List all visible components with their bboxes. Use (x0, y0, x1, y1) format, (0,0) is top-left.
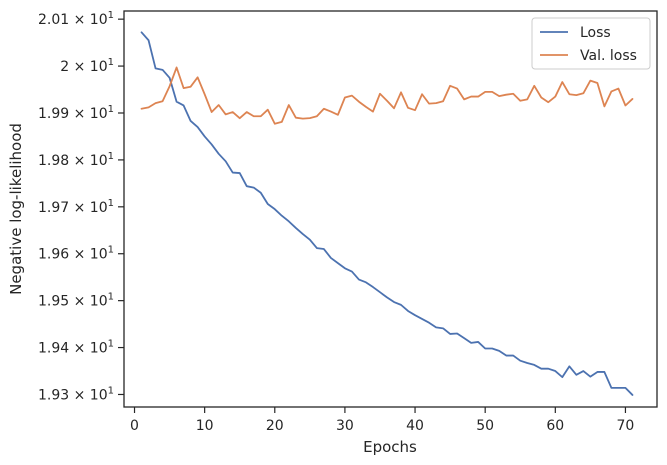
y-tick-label: 1.93 × 101 (38, 385, 114, 403)
legend-frame (531, 17, 651, 70)
x-tick-label: 0 (130, 418, 139, 434)
legend-entry-val-loss: Val. loss (580, 48, 637, 64)
plot-series (140, 31, 634, 396)
x-tick-label: 50 (476, 418, 494, 434)
series-line-val-loss (140, 66, 634, 125)
y-tick-label: 1.97 × 101 (38, 198, 114, 216)
y-axis-ticks: 1.93 × 101 1.94 × 101 1.95 × 101 1.96 × 101… (38, 10, 124, 403)
legend-entry-loss: Loss (580, 25, 611, 41)
series-line-loss (140, 31, 634, 396)
x-tick-label: 20 (266, 418, 284, 434)
y-tick-label: 1.99 × 101 (38, 104, 114, 122)
x-axis-ticks: 0 10 20 30 40 50 60 70 (130, 407, 634, 434)
y-tick-label: 1.95 × 101 (38, 292, 114, 310)
y-tick-label: 1.96 × 101 (38, 245, 114, 263)
x-tick-label: 10 (196, 418, 214, 434)
y-tick-label: 2.01 × 101 (38, 10, 114, 28)
plot-frame (123, 10, 658, 408)
x-tick-label: 40 (406, 418, 424, 434)
legend: Loss Val. loss (531, 17, 651, 70)
y-tick-label: 2 × 101 (60, 57, 114, 75)
x-tick-label: 60 (546, 418, 564, 434)
y-tick-label: 1.98 × 101 (38, 151, 114, 169)
y-axis-label: Negative log-likelihood (7, 123, 25, 295)
x-tick-label: 30 (336, 418, 354, 434)
y-tick-label: 1.94 × 101 (38, 339, 114, 357)
x-tick-label: 70 (617, 418, 635, 434)
x-axis-label: Epochs (363, 438, 417, 456)
